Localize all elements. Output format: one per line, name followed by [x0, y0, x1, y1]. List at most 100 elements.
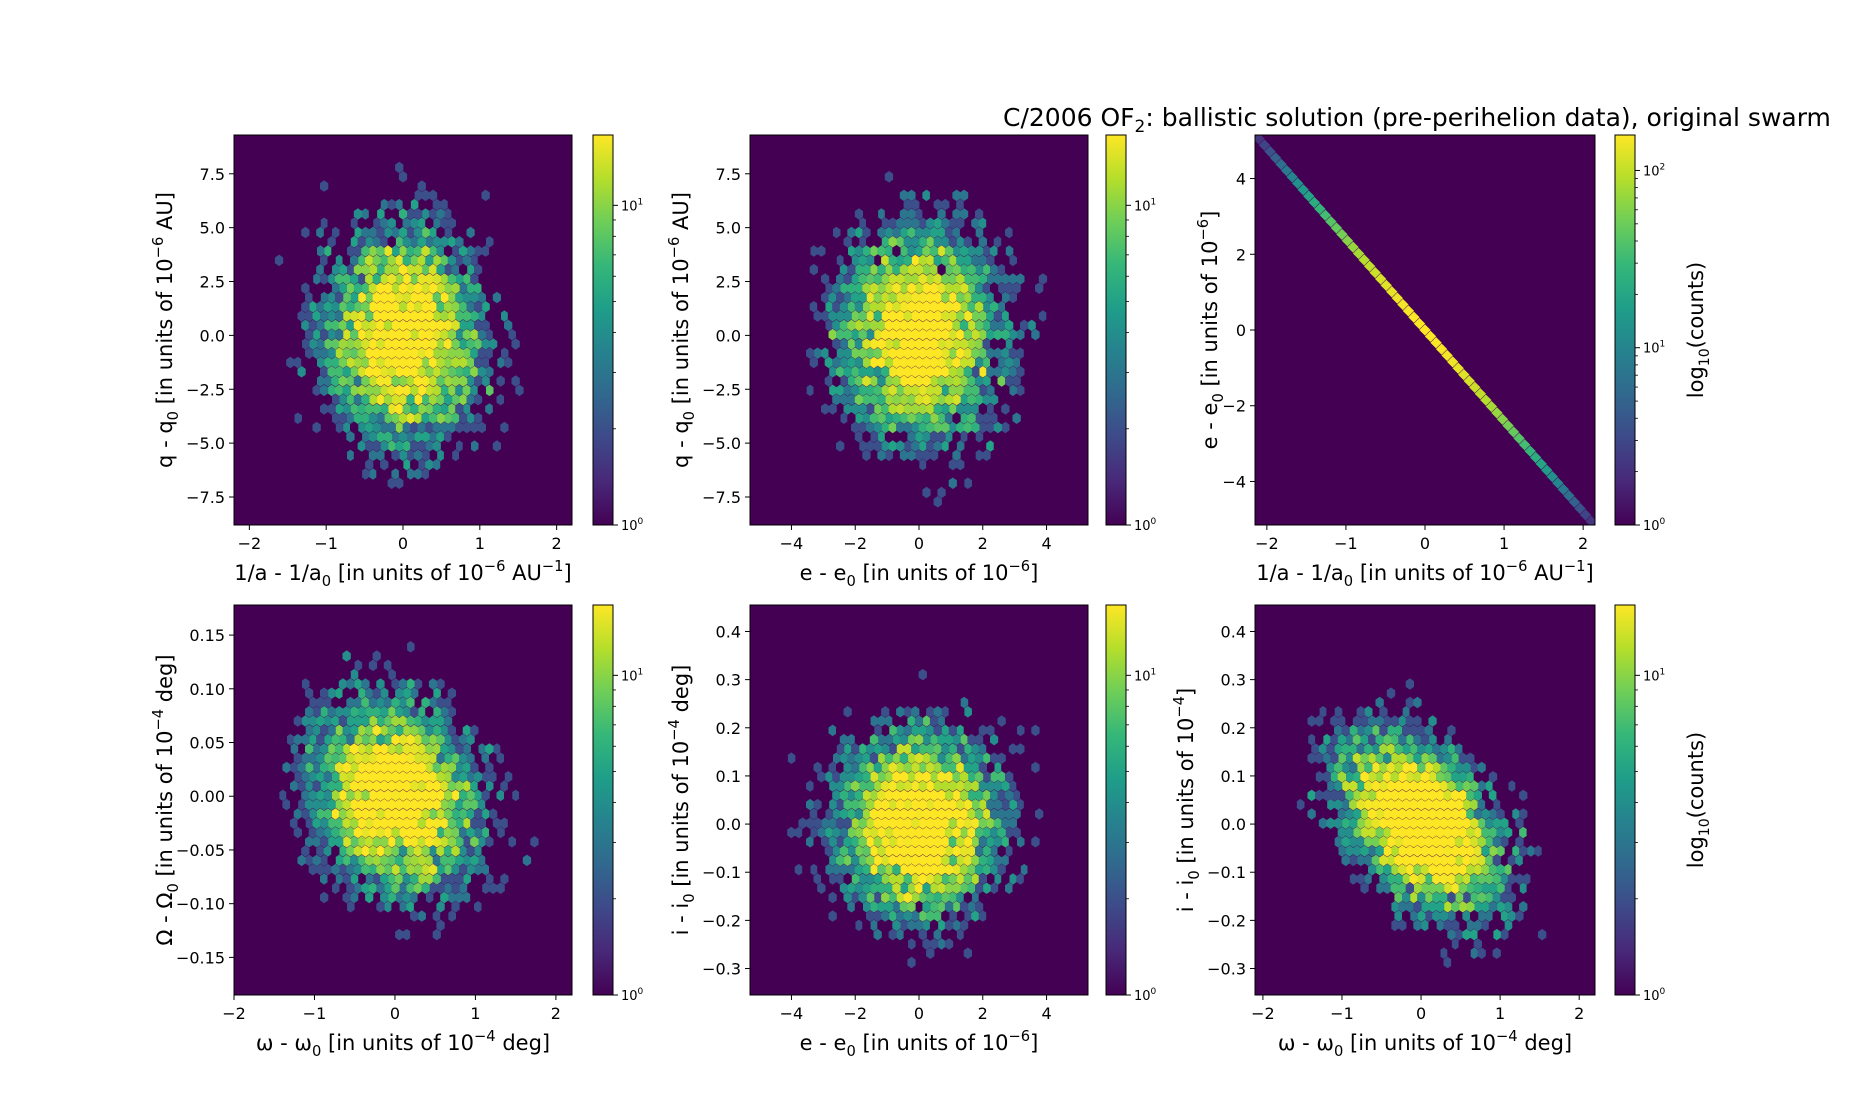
hexbin-cell: [368, 338, 378, 350]
hexbin-cell: [918, 761, 927, 774]
hexbin-cell: [1424, 817, 1433, 829]
hexbin-cell: [1375, 771, 1384, 783]
hexbin-cell: [884, 919, 894, 932]
hexbin-cell: [1364, 706, 1373, 718]
hexbin-cell: [975, 319, 984, 332]
hexbin-cell: [933, 347, 942, 359]
hexbin-cell: [417, 724, 426, 737]
hexbin-cell: [903, 328, 912, 341]
hexbin-cell: [372, 854, 381, 867]
hexbin-cell: [926, 328, 935, 341]
hexbin-cell: [862, 393, 871, 406]
hexbin-cell: [361, 733, 370, 746]
hexbin-cell: [443, 863, 453, 876]
hexbin-cell: [944, 449, 954, 462]
hexbin-cell: [899, 771, 909, 783]
y-tick-label: −0.15: [176, 948, 225, 967]
hexbin-cell: [1417, 743, 1426, 755]
hexbin-cell: [1012, 826, 1021, 839]
hexbin-cell: [929, 715, 939, 727]
hexbin-cell: [440, 891, 449, 904]
hexbin-cell: [308, 375, 317, 387]
x-tick-label: 4: [1041, 534, 1051, 553]
hexbin-cell: [1432, 817, 1441, 829]
hexbin-cell: [806, 347, 815, 359]
hexbin-cell: [967, 468, 976, 480]
hexbin-cell: [839, 863, 848, 876]
hexbin-cell: [350, 780, 359, 792]
hexbin-cell: [851, 724, 860, 737]
hexbin-cell: [477, 724, 486, 737]
hexbin-cell: [290, 780, 299, 792]
hexbin-cell: [395, 273, 404, 285]
hexbin-cell: [1462, 873, 1471, 885]
hexbin-cell: [413, 263, 423, 276]
hexbin-cell: [507, 836, 516, 848]
hexbin-cell: [986, 403, 995, 415]
hexbin-cell: [787, 845, 796, 857]
hexbin-cell: [817, 263, 826, 276]
hexbin-cell: [466, 319, 475, 332]
hexbin-cell: [357, 706, 366, 718]
hexbin-cell: [892, 245, 901, 257]
panel-p5: −4 −2 0 2 4−0.3−0.2−0.10.00.10.20.30.4e - e0…: [666, 604, 1157, 1060]
hexbin-cell: [884, 733, 894, 746]
hexbin-cell: [398, 826, 408, 839]
hexbin-cell: [316, 789, 325, 802]
hexbin-cell: [1447, 947, 1456, 959]
hexbin-cell: [806, 310, 815, 322]
hexbin-cell: [466, 412, 475, 424]
hexbin-cell: [1515, 966, 1524, 978]
hexbin-cell: [866, 910, 875, 922]
hexbin-cell: [391, 431, 400, 443]
hexbin-cell: [854, 919, 863, 932]
hexbin-cell: [993, 817, 1002, 829]
hexbin-cell: [331, 789, 340, 802]
hexbin-cell: [873, 366, 882, 378]
y-tick-label: 2: [1236, 245, 1246, 264]
hexbin-cell: [421, 696, 430, 709]
hexbin-cell: [1454, 743, 1464, 755]
hexbin-cell: [1001, 254, 1010, 267]
hexbin-cell: [485, 706, 494, 718]
hexbin-cell: [316, 808, 325, 820]
hexbin-cell: [862, 263, 871, 276]
hexbin-cell: [440, 254, 449, 267]
hexbin-cell: [881, 706, 890, 718]
hexbin-cell: [944, 338, 954, 350]
hexbin-cell: [413, 319, 423, 332]
hexbin-cell: [997, 863, 1006, 876]
hexbin-cell: [320, 310, 329, 322]
hexbin-cell: [342, 668, 351, 681]
hexbin-cell: [1008, 854, 1017, 867]
hexbin-cell: [907, 412, 916, 424]
hexbin-cell: [956, 743, 965, 755]
hexbin-cell: [455, 347, 464, 359]
hexbin-cell: [1352, 808, 1362, 820]
hexbin-cell: [1430, 337, 1442, 349]
hexbin-cell: [832, 808, 841, 820]
hexbin-cell: [323, 733, 332, 746]
hexbin-cell: [504, 282, 513, 294]
hexbin-cell: [410, 384, 419, 397]
hexbin-cell: [365, 403, 374, 415]
hexbin-cell: [821, 687, 830, 699]
hexbin-cell: [526, 431, 535, 443]
y-tick-label: 0.1: [716, 767, 741, 786]
hexbin-cell: [1504, 845, 1513, 857]
hexbin-cell: [500, 780, 509, 792]
hexbin-cell: [387, 854, 396, 867]
hexbin-cell: [432, 180, 441, 192]
hexbin-cell: [1292, 752, 1301, 764]
hexbin-cell: [836, 743, 845, 755]
hexbin-cell: [941, 496, 950, 508]
hexbin-cell: [821, 873, 830, 885]
hexbin-cell: [1496, 956, 1505, 969]
hexbin-cell: [425, 817, 434, 829]
hexbin-cell: [436, 189, 445, 202]
hexbin-cell: [353, 208, 363, 220]
hexbin-cell: [425, 836, 434, 848]
hexbin-cell: [413, 789, 423, 802]
hexbin-cell: [828, 347, 837, 359]
hexbin-cell: [391, 882, 400, 894]
